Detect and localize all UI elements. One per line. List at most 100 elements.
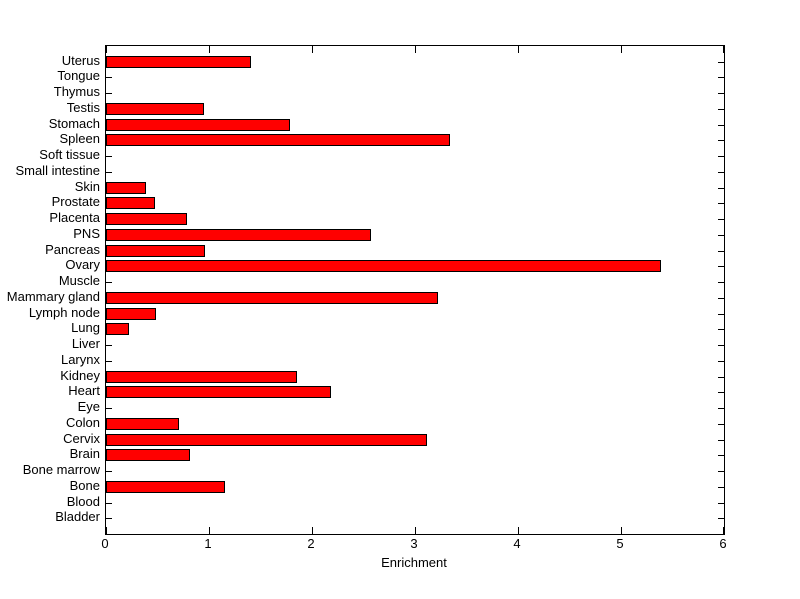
y-tick-right-muscle (718, 282, 724, 283)
bar-pancreas (106, 245, 205, 257)
y-axis-label-lymph-node: Lymph node (28, 305, 100, 320)
y-tick-right-thymus (718, 93, 724, 94)
y-axis-label-prostate: Prostate (51, 194, 100, 209)
y-tick-right-prostate (718, 203, 724, 204)
y-tick-right-bone-marrow (718, 471, 724, 472)
y-tick-right-pns (718, 235, 724, 236)
y-tick-right-testis (718, 109, 724, 110)
y-tick-right-tongue (718, 77, 724, 78)
x-tick-top-1 (209, 46, 210, 53)
bar-bone (106, 481, 225, 493)
bar-lymph-node (106, 308, 156, 320)
x-tick-bottom-4 (518, 527, 519, 534)
y-axis-label-uterus: Uterus (61, 53, 100, 68)
y-tick-left-eye (106, 408, 112, 409)
x-tick-label-6: 6 (719, 536, 727, 551)
y-tick-left-larynx (106, 361, 112, 362)
x-tick-label-5: 5 (616, 536, 624, 551)
y-axis-label-mammary-gland: Mammary gland (6, 289, 100, 304)
x-tick-bottom-1 (209, 527, 210, 534)
y-tick-right-blood (718, 503, 724, 504)
y-tick-left-bone-marrow (106, 471, 112, 472)
y-tick-right-brain (718, 455, 724, 456)
y-axis-label-skin: Skin (74, 179, 100, 194)
x-tick-top-4 (518, 46, 519, 53)
y-tick-right-uterus (718, 62, 724, 63)
y-axis-label-brain: Brain (69, 446, 100, 461)
x-tick-top-2 (312, 46, 313, 53)
x-tick-label-0: 0 (101, 536, 109, 551)
y-axis-label-spleen: Spleen (59, 131, 100, 146)
y-axis-label-muscle: Muscle (58, 273, 100, 288)
y-axis-label-blood: Blood (66, 494, 100, 509)
y-axis-label-cervix: Cervix (63, 431, 100, 446)
y-axis-label-heart: Heart (68, 383, 100, 398)
y-tick-right-pancreas (718, 251, 724, 252)
y-tick-right-bone (718, 487, 724, 488)
y-axis-label-bladder: Bladder (55, 509, 100, 524)
y-tick-right-kidney (718, 377, 724, 378)
y-axis-label-placenta: Placenta (49, 210, 100, 225)
y-axis-label-soft-tissue: Soft tissue (39, 147, 100, 162)
y-tick-left-small-intestine (106, 172, 112, 173)
bar-colon (106, 418, 179, 430)
y-tick-left-soft-tissue (106, 156, 112, 157)
bar-prostate (106, 197, 155, 209)
y-tick-right-lymph-node (718, 314, 724, 315)
x-tick-label-2: 2 (307, 536, 315, 551)
bar-kidney (106, 371, 297, 383)
bar-stomach (106, 119, 290, 131)
x-tick-top-5 (621, 46, 622, 53)
plot-area (105, 45, 725, 535)
y-axis-label-tongue: Tongue (57, 68, 100, 83)
y-axis-label-ovary: Ovary (65, 257, 100, 272)
bar-cervix (106, 434, 427, 446)
y-tick-right-colon (718, 424, 724, 425)
y-axis-label-lung: Lung (71, 320, 100, 335)
y-tick-right-heart (718, 392, 724, 393)
y-axis-label-bone-marrow: Bone marrow (22, 462, 100, 477)
y-axis-label-pancreas: Pancreas (45, 242, 100, 257)
y-tick-left-thymus (106, 93, 112, 94)
bar-heart (106, 386, 331, 398)
bar-ovary (106, 260, 661, 272)
y-tick-left-tongue (106, 77, 112, 78)
x-tick-top-6 (723, 46, 724, 53)
y-tick-right-larynx (718, 361, 724, 362)
y-axis-label-pns: PNS (73, 226, 100, 241)
y-axis-label-testis: Testis (66, 100, 100, 115)
y-tick-right-eye (718, 408, 724, 409)
y-tick-left-blood (106, 503, 112, 504)
bar-brain (106, 449, 190, 461)
x-tick-bottom-3 (415, 527, 416, 534)
y-tick-right-bladder (718, 518, 724, 519)
y-tick-left-bladder (106, 518, 112, 519)
bar-skin (106, 182, 146, 194)
y-tick-right-ovary (718, 266, 724, 267)
x-tick-top-0 (106, 46, 107, 53)
x-tick-bottom-2 (312, 527, 313, 534)
y-tick-right-small-intestine (718, 172, 724, 173)
x-tick-label-1: 1 (204, 536, 212, 551)
y-tick-right-liver (718, 345, 724, 346)
y-tick-right-spleen (718, 140, 724, 141)
x-tick-bottom-0 (106, 527, 107, 534)
x-tick-top-3 (415, 46, 416, 53)
x-tick-bottom-6 (723, 527, 724, 534)
y-axis-label-colon: Colon (66, 415, 100, 430)
x-tick-bottom-5 (621, 527, 622, 534)
bar-uterus (106, 56, 251, 68)
bar-placenta (106, 213, 187, 225)
y-tick-right-cervix (718, 440, 724, 441)
y-tick-right-stomach (718, 125, 724, 126)
y-axis-label-small-intestine: Small intestine (15, 163, 100, 178)
bar-testis (106, 103, 204, 115)
x-tick-label-3: 3 (410, 536, 418, 551)
y-tick-right-soft-tissue (718, 156, 724, 157)
y-axis-label-liver: Liver (71, 336, 100, 351)
y-tick-right-lung (718, 329, 724, 330)
y-tick-right-mammary-gland (718, 298, 724, 299)
y-tick-right-skin (718, 188, 724, 189)
bar-mammary-gland (106, 292, 438, 304)
